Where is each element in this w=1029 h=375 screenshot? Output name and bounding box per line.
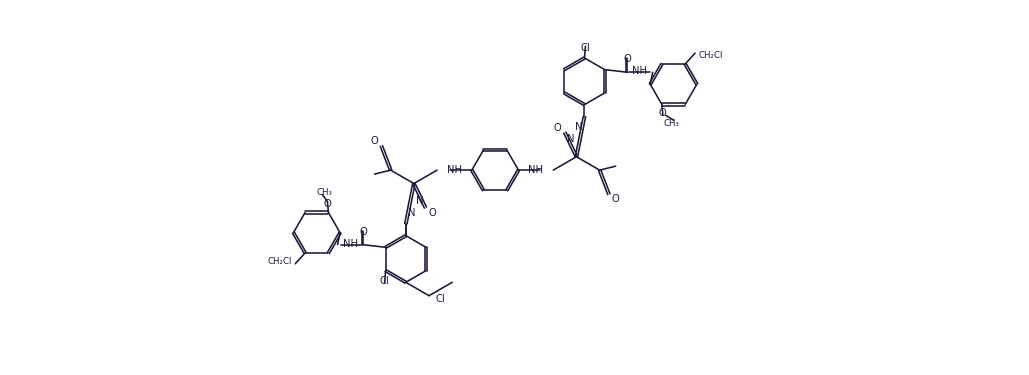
Text: NH: NH [632, 66, 647, 76]
Text: O: O [624, 54, 632, 64]
Text: O: O [370, 136, 379, 146]
Text: Cl: Cl [436, 294, 446, 304]
Text: CH₂Cl: CH₂Cl [698, 51, 722, 60]
Text: O: O [612, 194, 619, 204]
Text: NH: NH [528, 165, 543, 175]
Text: CH₃: CH₃ [664, 119, 680, 128]
Text: O: O [323, 199, 331, 208]
Text: N: N [575, 122, 582, 132]
Text: NH: NH [343, 238, 358, 249]
Text: N: N [416, 196, 423, 206]
Text: O: O [359, 227, 367, 237]
Text: O: O [428, 208, 436, 218]
Text: Cl: Cl [380, 276, 390, 285]
Text: NH: NH [448, 165, 462, 175]
Text: N: N [567, 134, 574, 144]
Text: CH₂Cl: CH₂Cl [268, 257, 292, 266]
Text: Cl: Cl [580, 43, 591, 53]
Text: CH₃: CH₃ [317, 188, 332, 197]
Text: N: N [407, 208, 416, 218]
Text: O: O [554, 123, 562, 133]
Text: O: O [659, 108, 667, 118]
